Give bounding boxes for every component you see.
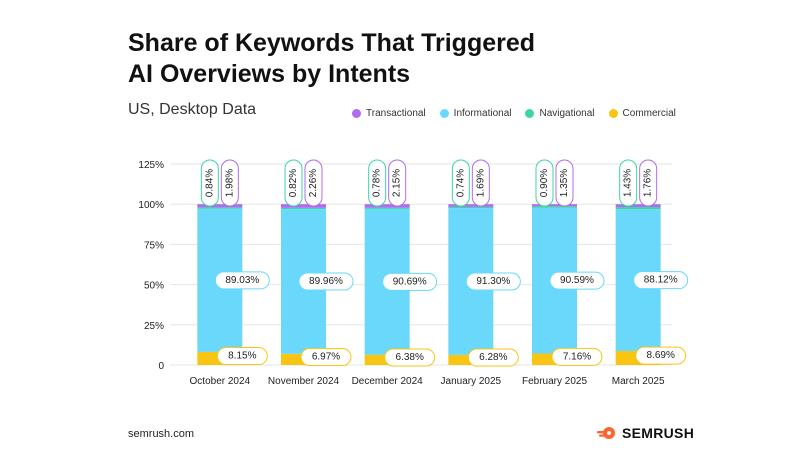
data-label-commercial: 8.15% <box>228 351 256 362</box>
data-label-commercial-bg <box>635 346 687 365</box>
chart-subtitle: US, Desktop Data <box>128 101 257 118</box>
footer-site: semrush.com <box>128 428 195 440</box>
data-label-informational: 90.59% <box>560 275 594 286</box>
y-tick-label: 0 <box>158 361 164 372</box>
data-label-commercial: 6.28% <box>479 352 507 363</box>
y-tick-label: 50% <box>144 281 164 292</box>
data-label-navigational-bg <box>451 159 470 207</box>
x-tick-label: December 2024 <box>352 376 424 387</box>
data-label-transactional-bg <box>639 159 658 207</box>
data-label-transactional: 1.35% <box>559 169 570 197</box>
data-label-commercial: 6.38% <box>395 352 423 363</box>
semrush-logo: SEMRUSH <box>597 425 694 441</box>
legend-label-informational: Informational <box>453 108 512 119</box>
bar-navigational <box>615 207 661 210</box>
y-tick-label: 100% <box>138 200 164 211</box>
data-label-informational-bg <box>214 271 270 290</box>
data-label-informational-bg <box>465 272 521 291</box>
data-label-commercial-bg <box>384 348 436 367</box>
semrush-flame-icon <box>597 427 615 439</box>
bar-transactional <box>281 204 326 208</box>
data-label-commercial-bg <box>551 347 603 366</box>
data-label-commercial: 8.69% <box>646 350 674 361</box>
legend-label-navigational: Navigational <box>539 108 595 119</box>
data-label-navigational: 0.74% <box>455 169 466 197</box>
chart-title-line-2: AI Overviews by Intents <box>128 60 411 88</box>
data-label-informational: 89.03% <box>225 275 259 286</box>
data-label-commercial: 7.16% <box>563 351 591 362</box>
data-label-commercial: 6.97% <box>312 351 340 362</box>
bar-navigational <box>448 206 494 209</box>
data-label-transactional-bg <box>471 159 490 207</box>
x-tick-label: January 2025 <box>441 376 502 387</box>
data-label-transactional-bg <box>304 159 323 207</box>
data-label-navigational-bg <box>284 159 303 207</box>
bar-transactional <box>448 204 494 207</box>
data-label-navigational: 0.84% <box>204 169 215 197</box>
data-label-informational-bg <box>549 271 605 290</box>
brand-name: SEMRUSH <box>622 425 695 441</box>
chart-title: Share of Keywords That Triggered AI Over… <box>128 28 648 90</box>
bar-transactional <box>532 204 577 207</box>
data-label-transactional: 2.26% <box>308 169 319 197</box>
data-label-transactional: 1.76% <box>643 169 654 197</box>
data-label-informational-bg <box>298 272 354 291</box>
legend-item-commercial: Commercial <box>608 108 676 119</box>
y-tick-label: 125% <box>138 160 164 171</box>
data-label-informational-bg <box>382 272 438 291</box>
data-label-navigational: 0.82% <box>288 169 299 197</box>
legend-label-transactional: Transactional <box>366 108 426 119</box>
data-label-transactional: 2.15% <box>392 169 403 197</box>
legend-swatch-commercial <box>608 109 618 118</box>
legend-item-navigational: Navigational <box>525 108 595 119</box>
x-tick-label: March 2025 <box>612 376 665 387</box>
legend-swatch-informational <box>439 109 449 118</box>
data-label-navigational: 1.43% <box>623 169 634 197</box>
data-label-commercial-bg <box>300 347 352 366</box>
data-label-transactional-bg <box>555 159 574 207</box>
data-label-commercial-bg <box>216 347 268 366</box>
y-tick-label: 75% <box>144 240 164 251</box>
data-label-navigational: 0.78% <box>372 169 383 197</box>
x-tick-label: November 2024 <box>268 376 340 387</box>
bar-navigational <box>532 206 577 208</box>
legend-label-commercial: Commercial <box>622 108 676 119</box>
data-label-navigational-bg <box>200 159 219 207</box>
data-label-transactional-bg <box>220 159 239 207</box>
bar-transactional <box>615 204 661 208</box>
data-label-informational: 89.96% <box>309 276 343 287</box>
data-label-transactional: 1.69% <box>475 169 486 197</box>
legend-swatch-transactional <box>352 109 361 118</box>
data-label-navigational-bg <box>368 159 387 207</box>
data-label-navigational-bg <box>619 159 638 207</box>
data-label-informational: 88.12% <box>644 275 678 286</box>
bar-transactional <box>197 204 243 208</box>
data-label-informational: 90.69% <box>393 276 427 287</box>
data-label-transactional: 1.98% <box>224 169 235 197</box>
data-label-commercial-bg <box>467 348 519 367</box>
bar-transactional <box>364 204 410 208</box>
data-label-informational-bg <box>633 271 689 290</box>
bar-navigational <box>364 207 410 209</box>
data-label-informational: 91.30% <box>476 276 510 287</box>
data-label-navigational: 0.90% <box>539 169 550 197</box>
data-label-transactional-bg <box>388 159 407 207</box>
legend-item-informational: Informational <box>439 108 512 119</box>
y-tick-label: 25% <box>144 321 164 332</box>
x-tick-label: October 2024 <box>190 376 251 387</box>
chart-title-line-1: Share of Keywords That Triggered <box>128 29 536 57</box>
legend-item-transactional: Transactional <box>352 108 426 119</box>
data-label-navigational-bg <box>535 159 554 207</box>
bar-navigational <box>197 207 243 209</box>
bar-navigational <box>281 207 326 210</box>
legend-swatch-navigational <box>525 109 535 118</box>
x-tick-label: February 2025 <box>522 376 587 387</box>
chart-legend: Transactional Informational Navigational… <box>352 108 676 119</box>
